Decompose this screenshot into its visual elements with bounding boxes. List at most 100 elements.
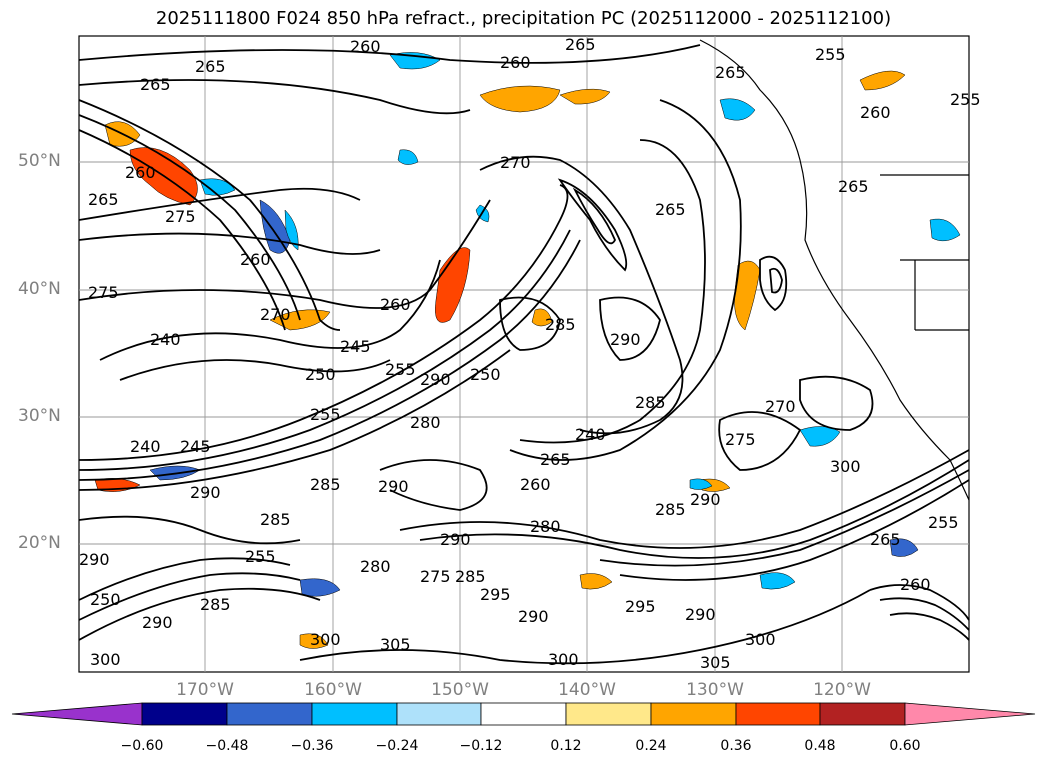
precip-orange-area	[734, 260, 761, 331]
contour-label: 280	[410, 413, 441, 432]
contour-line	[419, 459, 970, 559]
colorbar-tick: −0.60	[120, 738, 164, 754]
contour-line	[557, 178, 628, 272]
contour-line	[78, 349, 511, 491]
colorbar-tick: 0.60	[889, 738, 921, 754]
lat-label-40n: 40°N	[18, 279, 61, 299]
lat-label-30n: 30°N	[18, 406, 61, 426]
contour-line	[78, 184, 569, 461]
contour-label: 290	[690, 490, 721, 509]
lat-label-50n: 50°N	[18, 151, 61, 171]
precip-cyan-area	[759, 572, 796, 590]
contour-line	[78, 199, 491, 309]
contour-label: 285	[545, 315, 576, 334]
precip-orange-area	[859, 70, 906, 91]
contour-label: 300	[745, 630, 776, 649]
contour-line	[599, 296, 661, 361]
contour-line	[78, 44, 701, 64]
contour-label: 240	[150, 330, 181, 349]
contour-line	[759, 255, 788, 312]
contour-line	[499, 296, 561, 351]
contour-label: 280	[530, 517, 561, 536]
contour-label: 265	[88, 190, 119, 209]
contour-label: 265	[870, 530, 901, 549]
lon-label-150w: 150°W	[431, 680, 489, 700]
contour-label: 270	[260, 305, 291, 324]
contour-line	[869, 584, 970, 621]
colorbar-bin	[396, 702, 482, 726]
map-frame	[78, 35, 970, 673]
contour-line	[78, 557, 291, 601]
contour-line	[379, 459, 488, 511]
contour-label: 265	[655, 200, 686, 219]
contour-label: 265	[565, 35, 596, 54]
contour-line	[78, 187, 361, 221]
refractivity-contours	[78, 44, 970, 665]
colorbar-tick: 0.36	[720, 738, 752, 754]
contour-label: 305	[380, 635, 411, 654]
contour-label: 305	[700, 653, 731, 672]
contour-label: 300	[830, 457, 861, 476]
contour-line	[78, 515, 301, 545]
precip-orange-area	[559, 88, 611, 105]
precip-cyan-area	[929, 218, 961, 242]
contour-label: 255	[815, 45, 846, 64]
contour-label: 250	[470, 365, 501, 384]
contour-label: 260	[240, 250, 271, 269]
contour-label: 290	[610, 330, 641, 349]
contour-line	[78, 587, 321, 641]
lat-label-20n: 20°N	[18, 533, 61, 553]
contour-line	[78, 572, 301, 621]
contour-label: 260	[500, 53, 531, 72]
contour-label: 260	[380, 295, 411, 314]
contour-label: 255	[928, 513, 959, 532]
colorbar-tick: 0.48	[804, 738, 836, 754]
contour-label: 280	[360, 557, 391, 576]
contour-line	[599, 469, 970, 567]
contour-label: 290	[518, 607, 549, 626]
contour-label: 255	[245, 547, 276, 566]
contour-label: 265	[195, 57, 226, 76]
lon-label-130w: 130°W	[686, 680, 744, 700]
lon-label-120w: 120°W	[813, 680, 871, 700]
precip-cyan-area	[799, 426, 841, 447]
contour-label: 290	[685, 605, 716, 624]
colorbar-bin	[735, 702, 821, 726]
contour-label: 295	[625, 597, 656, 616]
precip-orange-area	[299, 633, 329, 649]
contour-label: 285	[635, 393, 666, 412]
colorbar-extend-high	[904, 702, 1036, 726]
contour-label: 285	[310, 475, 341, 494]
colorbar-bin	[226, 702, 313, 726]
contour-label: 290	[378, 477, 409, 496]
contour-label: 260	[860, 103, 891, 122]
colorbar	[11, 702, 1036, 726]
contour-line	[879, 597, 970, 631]
contour-line	[399, 449, 970, 549]
contour-label: 260	[520, 475, 551, 494]
contour-label: 240	[575, 425, 606, 444]
contour-label: 245	[180, 437, 211, 456]
contour-label: 290	[79, 550, 110, 569]
contour-label: 245	[340, 337, 371, 356]
contour-line	[799, 375, 874, 431]
contour-label: 260	[900, 575, 931, 594]
precip-cyan-area	[719, 98, 756, 121]
contour-label: 265	[540, 450, 571, 469]
contour-label: 255	[950, 90, 981, 109]
contour-line	[78, 99, 341, 331]
contour-label: 275	[88, 283, 119, 302]
colorbar-tick: −0.24	[375, 738, 419, 754]
contour-line	[78, 79, 471, 115]
contour-label: 290	[440, 530, 471, 549]
contour-label: 260	[125, 163, 156, 182]
contour-label-group: 265 265 260 260 265 265 255 260 255 260 …	[79, 35, 981, 672]
contour-label: 275	[165, 207, 196, 226]
contour-line	[78, 129, 286, 331]
contour-line	[78, 232, 381, 255]
lon-label-160w: 160°W	[304, 680, 362, 700]
contour-label: 275	[420, 567, 451, 586]
contour-line	[619, 479, 970, 581]
precip-cyan-area	[199, 178, 236, 196]
contour-label: 260	[350, 37, 381, 56]
